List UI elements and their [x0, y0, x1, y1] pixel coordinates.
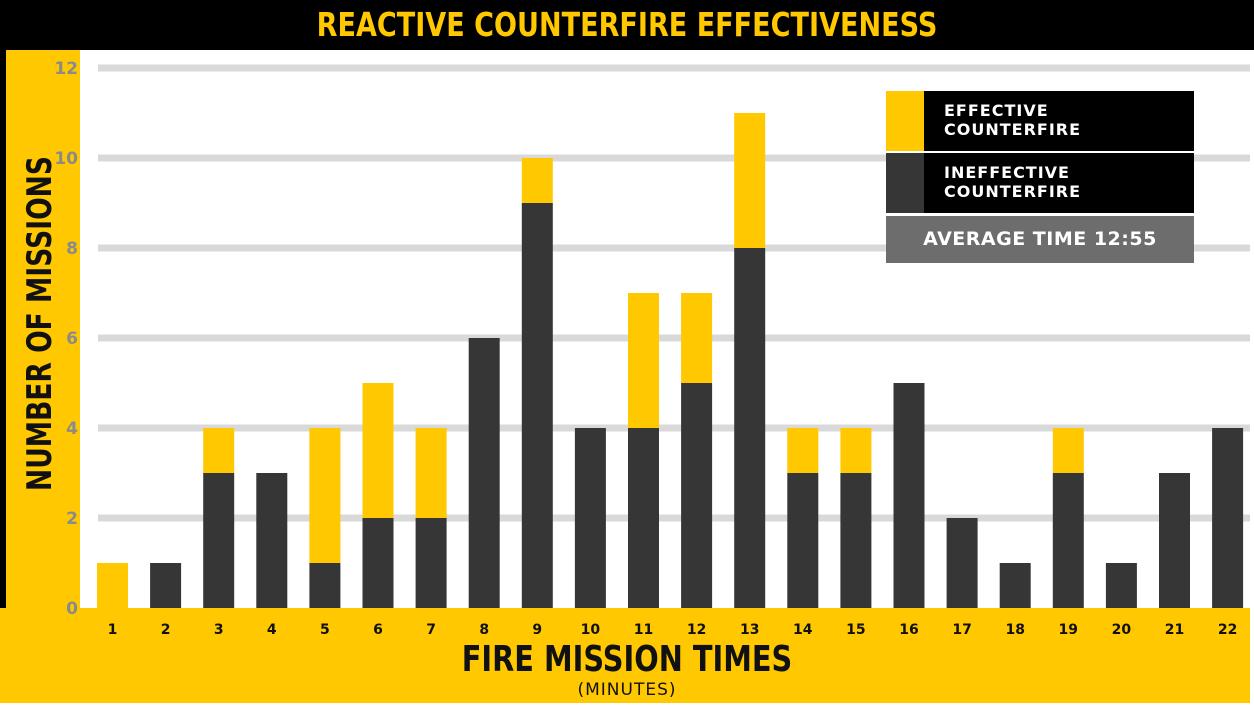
bar-ineffective-8: [468, 338, 500, 608]
bottom-edge: [0, 703, 1254, 705]
y-tick-labels: 0 2 4 6 8 10 12: [54, 59, 78, 619]
bar-ineffective-22: [1212, 428, 1244, 608]
y-tick-label: 8: [66, 239, 78, 259]
left-edge: [0, 50, 6, 705]
average-time-annotation: AVERAGE TIME 12:55: [886, 216, 1194, 263]
x-axis-sublabel: (MINUTES): [577, 680, 677, 700]
grid-lines: [98, 64, 1250, 522]
x-tick-label: 8: [479, 622, 489, 638]
x-tick-label: 22: [1218, 622, 1237, 638]
x-tick-label: 21: [1165, 622, 1184, 638]
y-tick-label: 0: [66, 599, 78, 619]
y-axis-label: NUMBER OF MISSIONS: [20, 156, 60, 492]
y-tick-label: 4: [66, 419, 78, 439]
grid-line-12: [98, 64, 1250, 72]
bar-ineffective-5: [309, 563, 341, 608]
bar-effective-14: [787, 428, 819, 473]
y-tick-label: 12: [54, 59, 78, 79]
grid-line-8: [98, 244, 1250, 252]
x-tick-label: 3: [214, 622, 224, 638]
x-tick-label: 1: [108, 622, 118, 638]
bar-ineffective-2: [150, 563, 182, 608]
bar-ineffective-18: [999, 563, 1031, 608]
bar-ineffective-14: [787, 473, 819, 608]
x-tick-label: 12: [687, 622, 706, 638]
legend-swatch-ineffective: [886, 153, 924, 213]
legend-item-ineffective: INEFFECTIVE COUNTERFIRE: [886, 153, 1194, 213]
grid-line-10: [98, 154, 1250, 162]
y-tick-label: 2: [66, 509, 78, 529]
x-tick-label: 15: [846, 622, 865, 638]
bar-ineffective-12: [681, 383, 713, 608]
bar-ineffective-10: [574, 428, 606, 608]
x-tick-label: 2: [161, 622, 171, 638]
legend-item-effective: EFFECTIVE COUNTERFIRE: [886, 91, 1194, 151]
y-tick-label: 10: [54, 149, 78, 169]
x-tick-label: 6: [373, 622, 383, 638]
legend-label-effective: EFFECTIVE COUNTERFIRE: [944, 101, 1082, 139]
x-tick-label: 16: [899, 622, 918, 638]
x-tick-label: 13: [740, 622, 759, 638]
bar-ineffective-11: [628, 428, 659, 608]
title-banner: [0, 0, 1254, 50]
left-band: [0, 50, 80, 705]
legend-swatch-effective: [886, 91, 924, 151]
grid-line-2: [98, 514, 1250, 522]
bar-ineffective-3: [203, 473, 235, 608]
x-tick-label: 20: [1112, 622, 1132, 638]
x-tick-label: 9: [532, 622, 542, 638]
bar-ineffective-19: [1052, 473, 1084, 608]
bar-ineffective-16: [893, 383, 925, 608]
bar-effective-9: [521, 158, 553, 203]
x-tick-label: 7: [426, 622, 436, 638]
bar-ineffective-17: [946, 518, 978, 608]
bar-effective-11: [628, 293, 659, 428]
x-tick-label: 10: [581, 622, 601, 638]
bar-effective-12: [681, 293, 713, 383]
x-tick-label: 14: [793, 622, 813, 638]
x-tick-label: 17: [952, 622, 971, 638]
bottom-band: [0, 608, 1254, 705]
bar-ineffective-13: [734, 248, 766, 608]
bar-ineffective-15: [840, 473, 872, 608]
chart-title: REACTIVE COUNTERFIRE EFFECTIVENESS: [316, 5, 938, 44]
x-axis-label: FIRE MISSION TIMES: [461, 639, 793, 680]
x-tick-label: 4: [267, 622, 277, 638]
x-tick-label: 18: [1005, 622, 1024, 638]
bar-effective-7: [415, 428, 447, 518]
right-edge: [1250, 50, 1254, 703]
bar-ineffective-7: [415, 518, 447, 608]
x-tick-label: 5: [320, 622, 330, 638]
grid-line-4: [98, 424, 1250, 432]
legend-label-ineffective: INEFFECTIVE COUNTERFIRE: [944, 163, 1082, 201]
bar-effective-19: [1052, 428, 1084, 473]
bar-effective-1: [97, 563, 128, 608]
x-tick-label: 19: [1059, 622, 1078, 638]
x-tick-labels: 1 2 3 4 5 6 7 8 9 10 11 12 13 14 15 16 17 18 19 20 21 22: [108, 622, 1238, 638]
bar-ineffective-4: [256, 473, 288, 608]
bar-effective-15: [840, 428, 872, 473]
bar-effective-6: [362, 383, 394, 518]
bar-ineffective-20: [1105, 563, 1137, 608]
bars: [97, 113, 1244, 608]
bar-ineffective-6: [362, 518, 394, 608]
bar-effective-13: [734, 113, 766, 248]
grid-line-6: [98, 334, 1250, 342]
y-tick-label: 6: [66, 329, 78, 349]
bar-ineffective-21: [1159, 473, 1190, 608]
x-tick-label: 11: [634, 622, 653, 638]
bar-ineffective-9: [521, 203, 553, 608]
bar-effective-5: [309, 428, 341, 563]
bar-effective-3: [203, 428, 235, 473]
